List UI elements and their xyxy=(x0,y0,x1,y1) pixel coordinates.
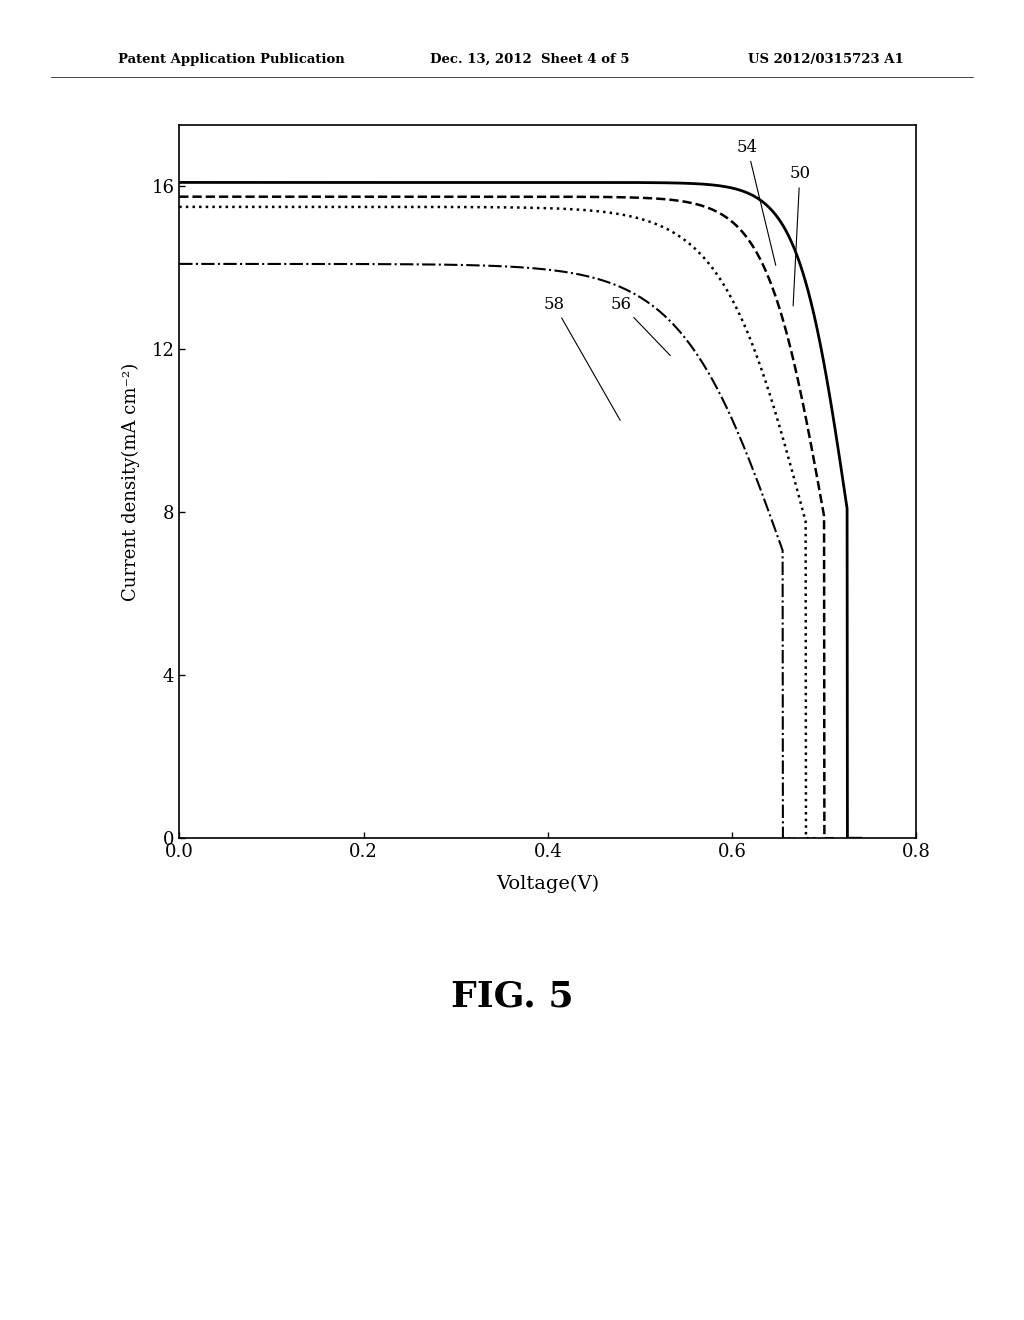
X-axis label: Voltage(V): Voltage(V) xyxy=(497,875,599,894)
Text: 50: 50 xyxy=(790,165,810,306)
Text: 54: 54 xyxy=(737,139,776,265)
Text: Dec. 13, 2012  Sheet 4 of 5: Dec. 13, 2012 Sheet 4 of 5 xyxy=(430,53,630,66)
Text: FIG. 5: FIG. 5 xyxy=(451,979,573,1014)
Text: Patent Application Publication: Patent Application Publication xyxy=(118,53,344,66)
Text: 58: 58 xyxy=(543,296,621,420)
Text: US 2012/0315723 A1: US 2012/0315723 A1 xyxy=(748,53,903,66)
Y-axis label: Current density(mA cm⁻²): Current density(mA cm⁻²) xyxy=(122,363,140,601)
Text: 56: 56 xyxy=(610,296,671,355)
